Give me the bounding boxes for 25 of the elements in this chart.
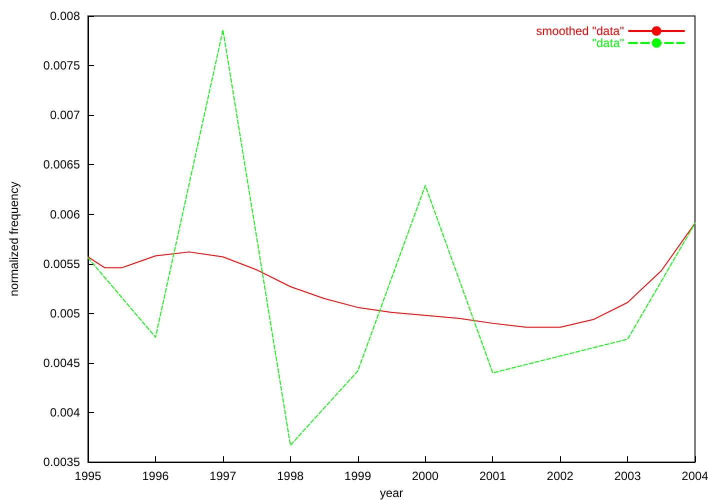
x-tick-label: 1996 [142, 469, 170, 484]
y-tick-label: 0.0035 [43, 455, 80, 470]
y-tick-label: 0.005 [50, 306, 80, 320]
line-series [88, 222, 696, 328]
y-tick-label: 0.004 [50, 406, 80, 420]
x-tick-label: 1997 [210, 469, 237, 484]
x-tick-label: 2003 [614, 469, 642, 484]
y-axis-title: normalized frequency [7, 182, 21, 296]
y-tick-label: 0.008 [50, 9, 80, 23]
legend-label: smoothed "data" [536, 24, 624, 38]
y-tick-label: 0.0075 [43, 58, 80, 73]
x-tick-label: 2000 [412, 469, 439, 484]
x-tick-label: 1998 [276, 469, 304, 484]
y-tick-label: 0.0055 [43, 256, 80, 271]
y-tick-label: 0.0045 [43, 356, 80, 370]
y-tick-label: 0.0065 [43, 158, 80, 172]
x-tick-label: 1995 [74, 469, 102, 484]
x-axis-title: year [380, 486, 404, 500]
x-tick-label: 2001 [479, 469, 506, 484]
x-tick-label: 2004 [682, 469, 709, 484]
x-tick-label: 2002 [546, 469, 574, 484]
x-tick-label: 1999 [344, 469, 372, 484]
y-tick-label: 0.006 [50, 207, 80, 222]
y-tick-label: 0.007 [50, 108, 80, 122]
legend-label: "data" [592, 36, 624, 50]
